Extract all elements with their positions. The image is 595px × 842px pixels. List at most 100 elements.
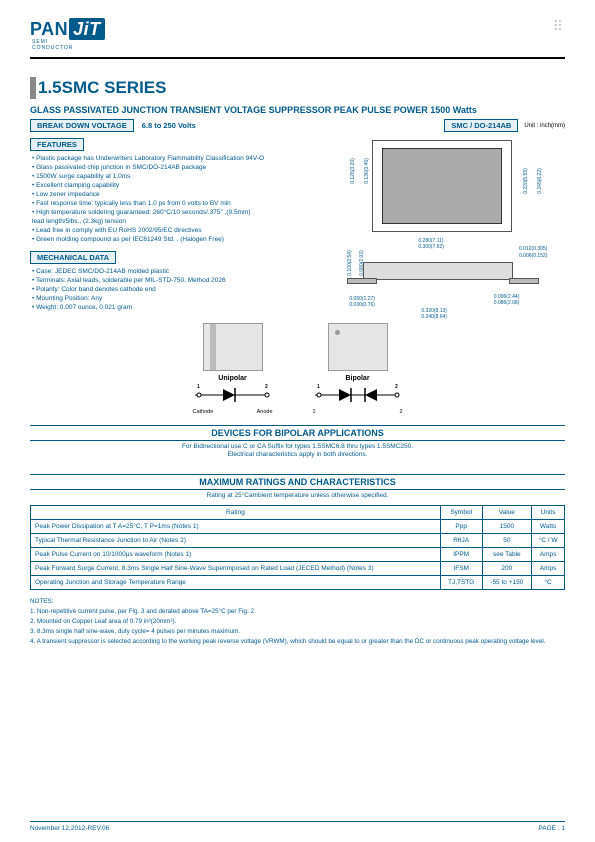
table-row: Peak Power Dissipation at T A=25°C, T P=…: [31, 520, 565, 534]
cathode-label: Cathode: [193, 409, 214, 415]
ratings-table: RatingSymbolValueUnits Peak Power Dissip…: [30, 505, 565, 590]
table-cell: °C / W: [532, 534, 565, 548]
package-side-view: 0.012(0.305) 0.006(0.152) 0.100(2.54) 0.…: [343, 242, 543, 312]
header: PANJiT SEMI CONDUCTOR ⠿: [30, 18, 565, 51]
unipolar-label: Unipolar: [193, 375, 273, 382]
logo-right: JiT: [69, 18, 105, 40]
dim-label: 0.245(6.22): [537, 168, 543, 194]
feature-item: • Green molding compound as per IEC61249…: [30, 236, 310, 243]
table-cell: 200: [482, 562, 532, 576]
features-list: • Plastic package has Underwriters Labor…: [30, 155, 310, 243]
table-cell: IFSM: [440, 562, 482, 576]
logo-sub: SEMI CONDUCTOR: [32, 40, 105, 51]
feature-item: • High temperature soldering guaranteed:…: [30, 209, 310, 216]
mech-item: • Mounting Position: Any: [30, 295, 310, 302]
notes-head: NOTES:: [30, 598, 565, 605]
footer-page: PAGE . 1: [538, 825, 565, 832]
divider: [30, 489, 565, 490]
bipolar-symbol: Bipolar 1 2 1 2: [313, 323, 403, 415]
notes-section: NOTES: 1. Non-repetitive current pulse, …: [30, 598, 565, 645]
dim-label: 0.080(2.03): [359, 250, 365, 276]
note-item: 2. Mounted on Copper Leaf area of 0.79 i…: [30, 618, 565, 625]
feature-item: • Lead free in comply with EU RoHS 2002/…: [30, 227, 310, 234]
bdv-band: BREAK DOWN VOLTAGE: [30, 119, 134, 132]
page-title: 1.5SMC SERIES: [38, 78, 167, 98]
table-row: Peak Pulse Current on 10/1000µs waveform…: [31, 548, 565, 562]
unipolar-symbol: Unipolar 1 2 Cathode Anode: [193, 323, 273, 415]
feature-item: • Glass passivated chip junction in SMC/…: [30, 164, 310, 171]
voltage-range: 6.8 to 250 Volts: [136, 120, 202, 131]
dim-label: 0.012(0.305): [519, 246, 547, 252]
table-row: Operating Junction and Storage Temperatu…: [31, 576, 565, 590]
dim-label: 0.100(2.54): [347, 250, 353, 276]
svg-text:1: 1: [317, 384, 320, 390]
table-cell: Operating Junction and Storage Temperatu…: [31, 576, 441, 590]
table-cell: TJ,TSTG: [440, 576, 482, 590]
dim-label: 0.126(3.20): [350, 158, 356, 184]
feature-item: • Low zener impedance: [30, 191, 310, 198]
svg-text:2: 2: [395, 384, 398, 390]
mech-list: • Case: JEDEC SMC/DO-214AB molded plasti…: [30, 268, 310, 311]
table-cell: 1500: [482, 520, 532, 534]
table-header: Value: [482, 506, 532, 520]
features-head: FEATURES: [30, 138, 84, 151]
dot-decoration: ⠿: [553, 18, 565, 35]
title-row: 1.5SMC SERIES: [30, 77, 565, 99]
table-cell: Amps: [532, 562, 565, 576]
package-top-view: 0.126(3.20) 0.136(3.45) 0.280(7.11) 0.30…: [358, 138, 528, 238]
note-item: 4. A transient suppressor is selected ac…: [30, 638, 565, 645]
table-cell: Watts: [532, 520, 565, 534]
table-cell: IPPM: [440, 548, 482, 562]
divider: [30, 440, 565, 441]
bipolar-note1: For Bidirectional use C or CA Suffix for…: [30, 443, 565, 450]
feature-item: lead length/5lbs., (2.3kg) tension: [30, 218, 310, 225]
footer: November 12,2012-REV.06 PAGE . 1: [30, 821, 565, 832]
logo-left: PAN: [30, 19, 68, 40]
package-band: SMC / DO-214AB: [444, 119, 518, 132]
unit-label: Unit : inch(mm): [524, 123, 565, 129]
unipolar-schematic-icon: 1 2: [193, 384, 273, 406]
table-cell: Ppp: [440, 520, 482, 534]
table-header: Rating: [31, 506, 441, 520]
dim-label: 0.136(3.45): [364, 158, 370, 184]
table-header: Units: [532, 506, 565, 520]
table-cell: °C: [532, 576, 565, 590]
feature-item: • Excellent clamping capability: [30, 182, 310, 189]
note-item: 3. 8.3ms single half sine-wave, duty cyc…: [30, 628, 565, 635]
dim-label: 0.220(5.59): [523, 168, 529, 194]
footer-date: November 12,2012-REV.06: [30, 825, 109, 832]
mech-item: • Polarity: Color band denotes cathode e…: [30, 286, 310, 293]
top-rule: [30, 57, 565, 59]
svg-text:2: 2: [265, 384, 268, 390]
dim-label: 0.030(0.76): [349, 302, 375, 308]
dim-label: 0.086(2.08): [494, 300, 520, 306]
svg-text:1: 1: [197, 384, 200, 390]
anode-label: Anode: [257, 409, 273, 415]
table-row: Peak Forward Surge Current, 8.3ms Single…: [31, 562, 565, 576]
table-cell: RθJA: [440, 534, 482, 548]
bipolar-note2: Electrical characteristics apply in both…: [30, 451, 565, 458]
mech-head: MECHANICAL DATA: [30, 251, 116, 264]
max-ratings-head: MAXIMUM RATINGS AND CHARACTERISTICS: [30, 477, 565, 487]
subtitle: GLASS PASSIVATED JUNCTION TRANSIENT VOLT…: [30, 105, 565, 115]
table-cell: Peak Pulse Current on 10/1000µs waveform…: [31, 548, 441, 562]
divider: [30, 425, 565, 426]
band-row: BREAK DOWN VOLTAGE 6.8 to 250 Volts SMC …: [30, 119, 565, 132]
table-cell: -55 to +150: [482, 576, 532, 590]
note-item: 1. Non-repetitive current pulse, per Fig…: [30, 608, 565, 615]
bipolar-schematic-icon: 1 2: [313, 384, 403, 406]
table-cell: Peak Power Dissipation at T A=25°C, T P=…: [31, 520, 441, 534]
table-cell: Amps: [532, 548, 565, 562]
dim-label: 0.340(8.64): [421, 314, 447, 320]
bipolar-label: Bipolar: [313, 375, 403, 382]
bipolar-apps-head: DEVICES FOR BIPOLAR APPLICATIONS: [30, 428, 565, 438]
feature-item: • 1500W surge capability at 1.0ms: [30, 173, 310, 180]
divider: [30, 474, 565, 475]
feature-item: • Plastic package has Underwriters Labor…: [30, 155, 310, 162]
mech-item: • Weight: 0.007 ounce, 0.021 gram: [30, 304, 310, 311]
max-ratings-note: Rating at 25°Cambient temperature unless…: [30, 492, 565, 499]
table-cell: see Table: [482, 548, 532, 562]
table-cell: 50: [482, 534, 532, 548]
dim-label: 0.006(0.152): [519, 253, 547, 259]
symbol-row: Unipolar 1 2 Cathode Anode Bipolar: [30, 323, 565, 415]
